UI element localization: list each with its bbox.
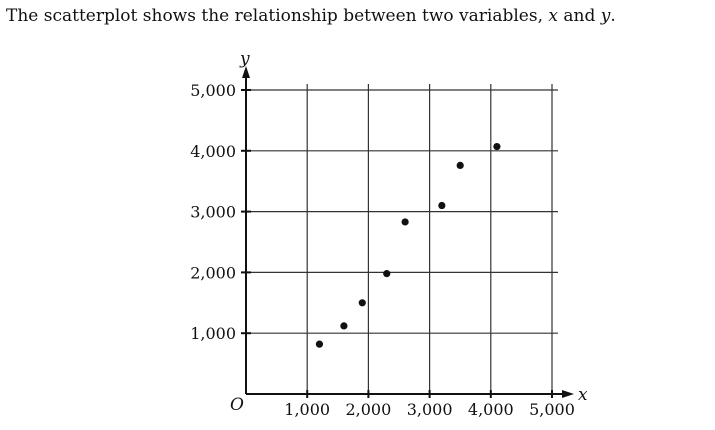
y-axis-label: y (239, 49, 250, 69)
prompt-text-start: The scatterplot shows the relationship b… (6, 6, 549, 26)
y-tick-label: 5,000 (190, 81, 236, 100)
x-tick-label: 2,000 (345, 400, 391, 419)
y-tick-label: 3,000 (190, 203, 236, 222)
variable-y: y (600, 6, 611, 26)
y-tick-label: 2,000 (190, 263, 236, 282)
y-tick-label: 1,000 (190, 324, 236, 343)
data-point (456, 161, 464, 169)
prompt-text-middle: and (557, 6, 601, 26)
data-point (315, 340, 324, 348)
data-point (438, 201, 446, 210)
data-point (493, 142, 501, 151)
x-axis-arrow (562, 390, 574, 398)
prompt-text-end: . (610, 6, 616, 26)
tick-marks (241, 89, 553, 398)
x-tick-label: 1,000 (284, 400, 330, 419)
grid-lines (246, 84, 558, 394)
x-tick-label: 3,000 (407, 400, 453, 419)
x-axis-label: x (578, 385, 588, 405)
data-point (358, 299, 366, 307)
axes: x y O (230, 49, 588, 415)
data-point (401, 218, 409, 226)
data-point (383, 270, 391, 278)
x-tick-label: 4,000 (468, 400, 514, 419)
data-points (315, 142, 501, 348)
y-tick-label: 4,000 (190, 142, 236, 161)
y-axis-arrow (242, 66, 250, 78)
variable-x: x (548, 6, 558, 26)
origin-label: O (230, 395, 244, 415)
question-prompt: The scatterplot shows the relationship b… (6, 4, 616, 28)
tick-labels: 1,000 2,000 3,000 4,000 5,000 1,000 2,000 3,000… (190, 81, 575, 419)
data-point (340, 322, 348, 330)
x-tick-label: 5,000 (529, 400, 575, 419)
